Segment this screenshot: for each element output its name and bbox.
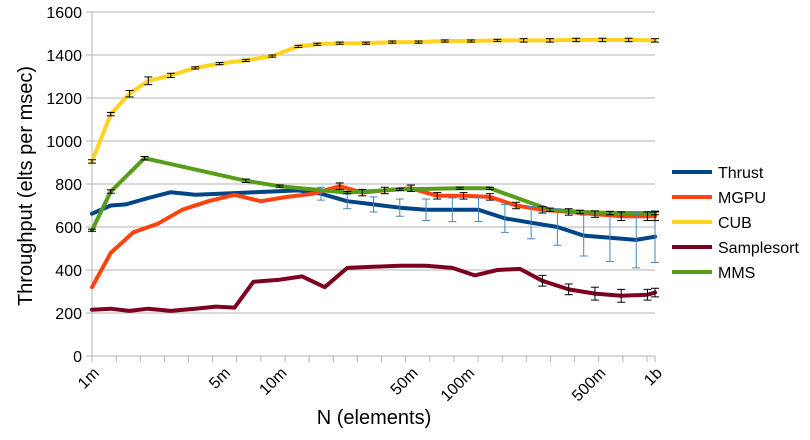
x-tick-label: 50m — [388, 365, 422, 399]
x-tick-label: 500m — [569, 365, 609, 405]
x-tick-label: 1b — [641, 365, 666, 390]
y-tick-label: 200 — [55, 306, 82, 323]
gridlines — [92, 11, 655, 357]
error-bars — [88, 37, 659, 303]
x-tick-label: 100m — [438, 365, 478, 405]
y-tick-label: 1200 — [46, 91, 82, 108]
series-line-samplesort — [90, 263, 657, 313]
y-tick-label: 800 — [55, 177, 82, 194]
legend-label: MMS — [718, 265, 755, 282]
y-tick-label: 1600 — [46, 5, 82, 22]
legend-label: CUB — [718, 215, 752, 232]
series-line-cub — [90, 37, 657, 164]
legend: Thrust MGPU CUB Samplesort MMS — [672, 165, 799, 282]
tick-labels: 0 200 400 600 800 1000 1200 1400 1600 1m 5m 10m 50m 1… — [46, 5, 665, 405]
x-tick-label: 1m — [75, 365, 103, 393]
y-tick-label: 0 — [73, 349, 82, 366]
legend-label: Thrust — [718, 165, 764, 182]
legend-label: Samplesort — [718, 240, 799, 257]
y-tick-label: 1400 — [46, 48, 82, 65]
x-tick-label: 10m — [256, 365, 290, 399]
y-tick-label: 1000 — [46, 134, 82, 151]
legend-label: MGPU — [718, 190, 766, 207]
y-tick-label: 400 — [55, 263, 82, 280]
y-tick-label: 600 — [55, 220, 82, 237]
series-line-thrust — [90, 188, 657, 242]
axes — [86, 11, 656, 362]
x-tick-label: 5m — [206, 365, 234, 393]
y-axis-title: Throughput (elts per msec) — [15, 66, 37, 306]
x-axis-title: N (elements) — [317, 407, 431, 429]
